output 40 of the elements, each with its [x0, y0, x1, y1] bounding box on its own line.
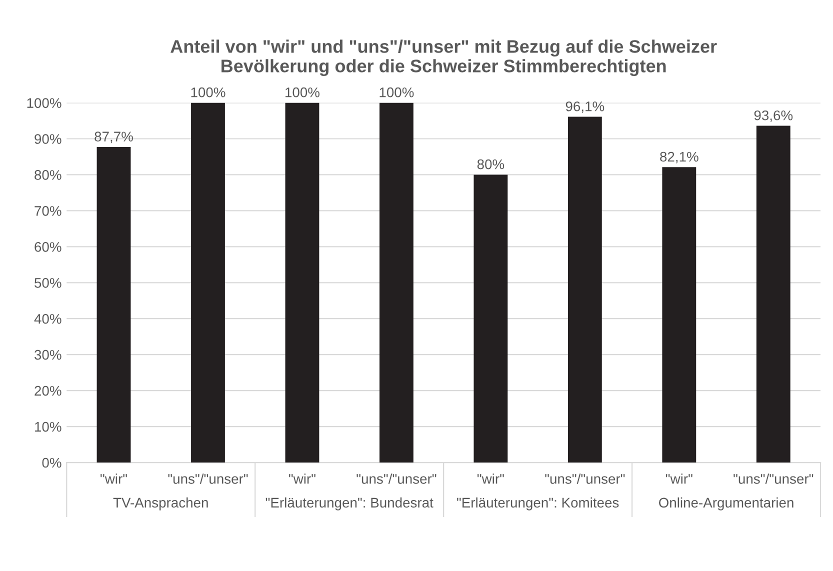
data-label: 93,6%: [754, 110, 793, 122]
x-tick-label: "uns"/"unser": [356, 474, 436, 484]
text: Online-Argumentarien: [659, 497, 794, 510]
text: "Erläuterungen": Komitees: [457, 497, 619, 510]
x-tick-label: "wir": [289, 474, 316, 484]
chart-title: Anteil von "wir" und "uns"/"unser" mit Bezug auf die Schweizer Bevölkerung oder die Schweizer Stimmberechtigten: [170, 40, 717, 76]
y-tick-label: 70%: [34, 206, 62, 216]
data-label: 82,1%: [660, 152, 698, 164]
y-tick-label: 40%: [34, 314, 62, 324]
bar: [96, 147, 131, 463]
y-tick-label: 10%: [35, 422, 62, 432]
x-tick-label: "wir": [100, 474, 127, 484]
bar: [662, 167, 696, 463]
y-tick-label: 50%: [34, 278, 62, 288]
y-tick-label: 90%: [34, 134, 62, 144]
x-tick-label: "wir": [666, 474, 692, 484]
y-tick-label: 30%: [34, 350, 62, 360]
y-tick-label: 100%: [27, 98, 62, 108]
y-tick-label: 60%: [34, 242, 62, 252]
data-label: 100%: [380, 87, 414, 98]
bar: [191, 102, 225, 463]
data-label: 96,1%: [566, 101, 604, 113]
y-tick-label: 20%: [34, 386, 62, 396]
bar: [568, 116, 602, 463]
y-tick-label: 80%: [34, 170, 62, 180]
bar: [379, 102, 414, 463]
x-tick-label: "uns"/"unser": [168, 474, 248, 484]
bar: [285, 102, 320, 463]
text: TV-Ansprachen: [113, 497, 208, 510]
data-label: 100%: [191, 87, 226, 98]
data-label: 100%: [286, 87, 320, 98]
bar: [756, 126, 790, 463]
x-tick-label: "wir": [477, 474, 504, 484]
y-tick-label: 0%: [42, 458, 62, 468]
x-tick-label: "uns"/"unser": [734, 474, 814, 484]
bar: [474, 174, 508, 463]
data-label: 80%: [477, 159, 504, 170]
text: "Erläuterungen": Bundesrat: [266, 497, 434, 510]
data-label: 87,7%: [94, 132, 133, 144]
x-tick-label: "uns"/"unser": [545, 474, 625, 484]
